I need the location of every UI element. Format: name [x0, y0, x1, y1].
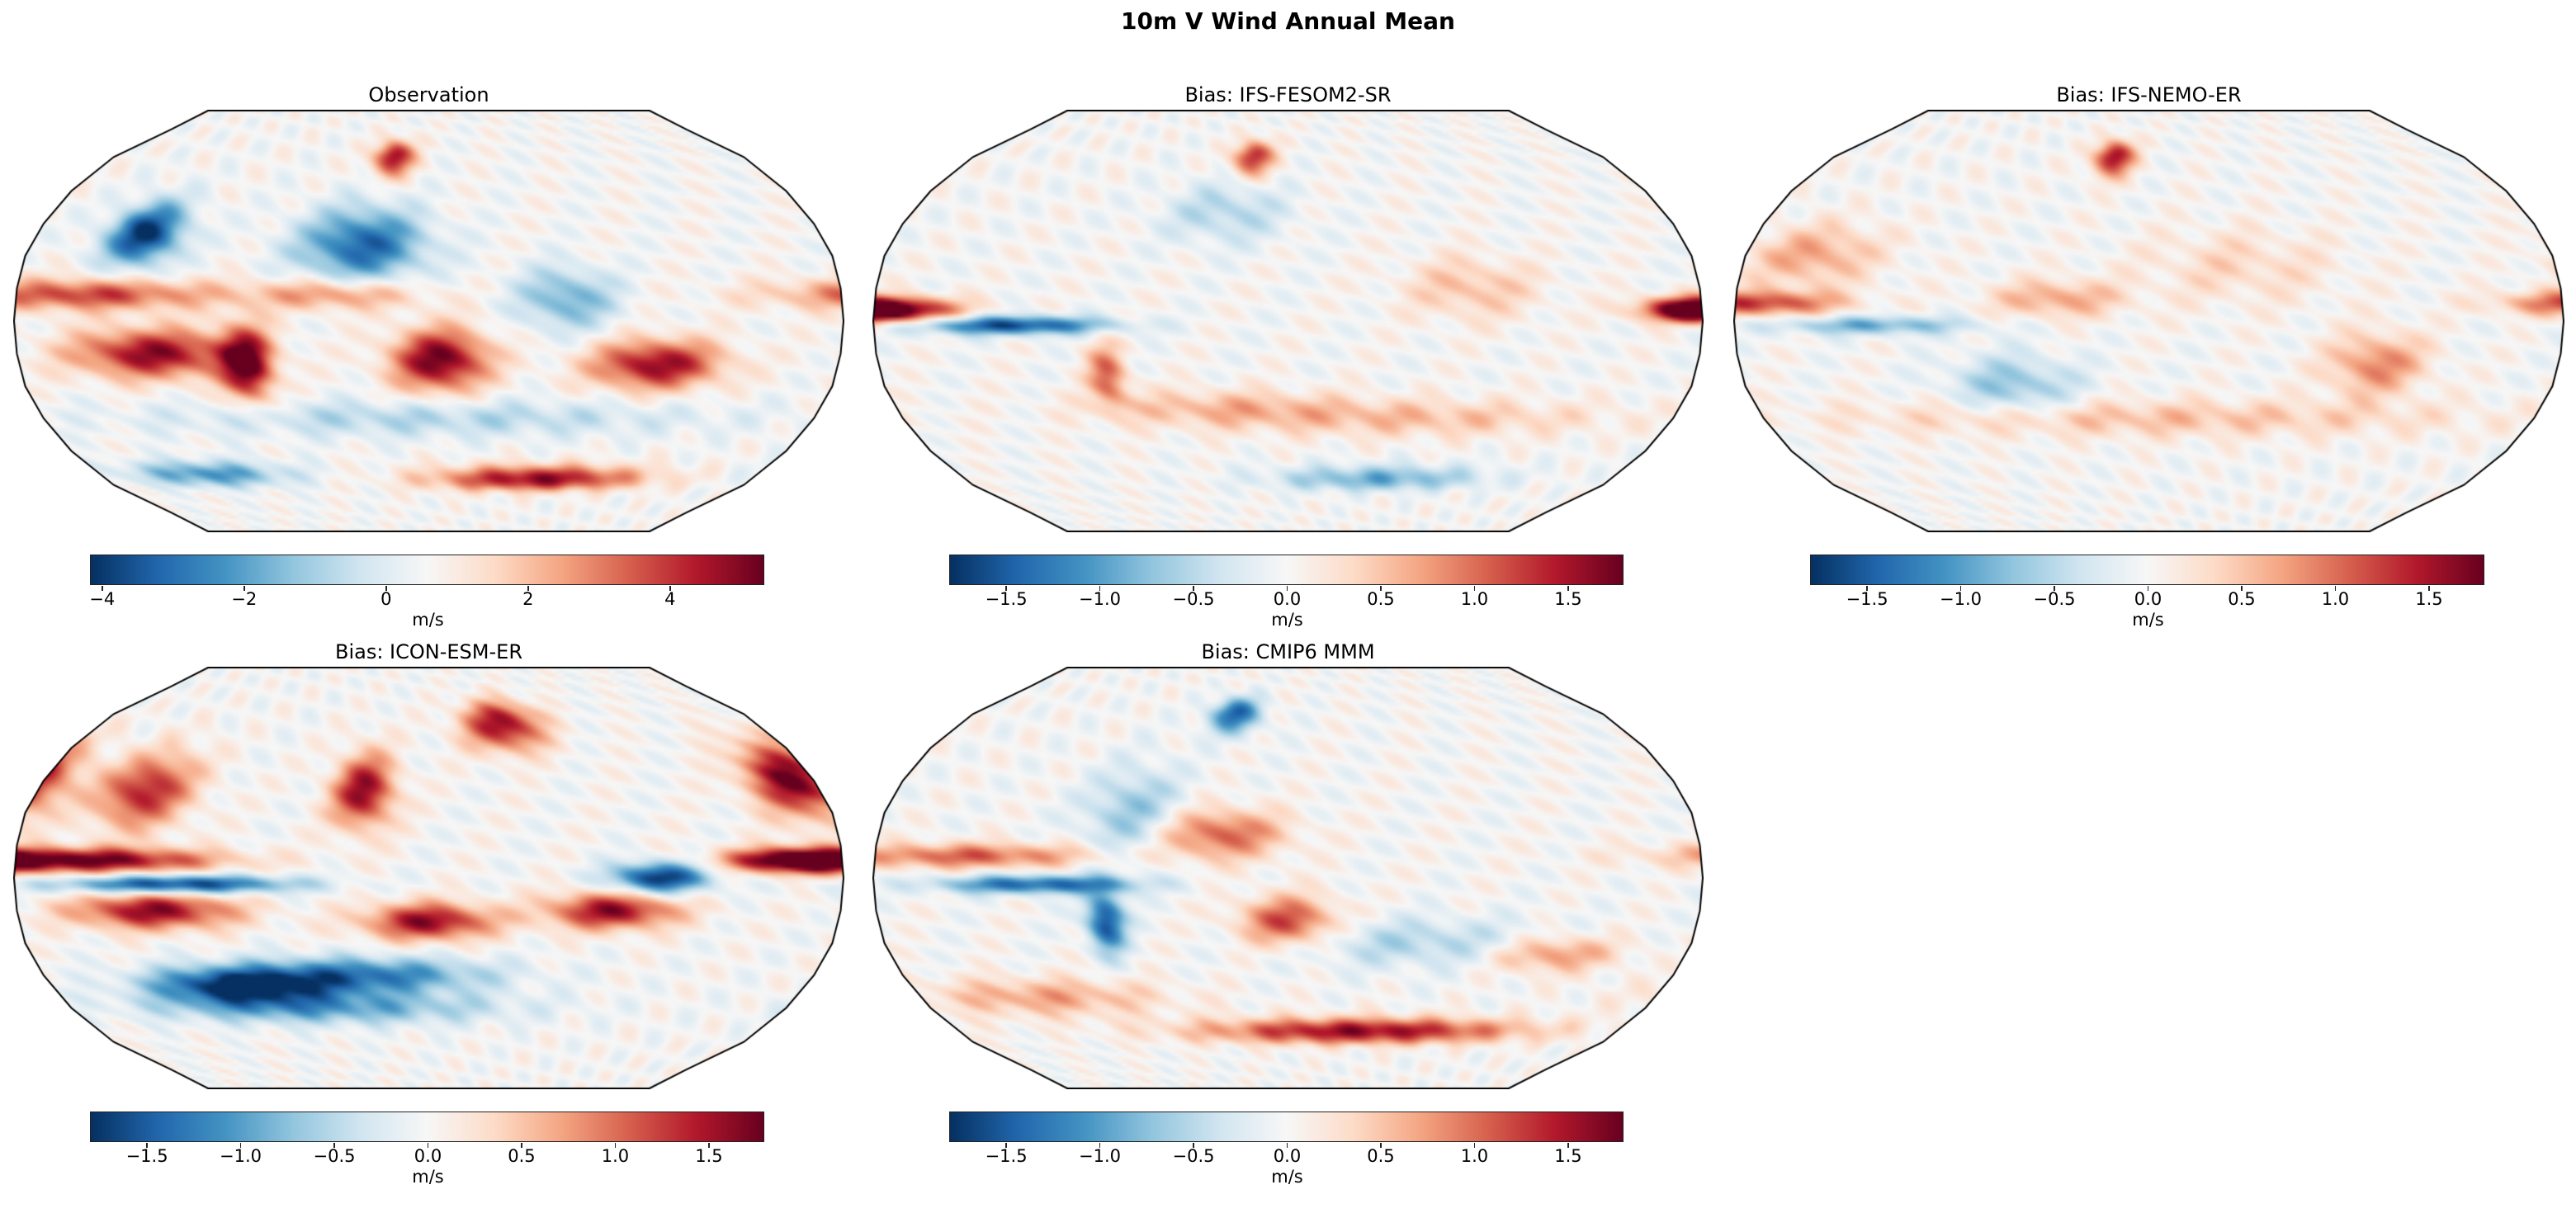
colorbar-tick-label: −1.0 — [1940, 589, 1983, 609]
colorbar-tick — [2241, 586, 2243, 591]
colorbar-tick — [1005, 586, 1007, 591]
panel-title: Bias: IFS-FESOM2-SR — [1184, 83, 1392, 106]
colorbar-tick — [2428, 586, 2430, 591]
colorbar-tick-label: −1.0 — [1079, 1146, 1122, 1166]
colorbar-tick — [1866, 586, 1868, 591]
colorbar-tick-label: −1.0 — [1079, 589, 1122, 609]
colorbar-tick — [239, 1143, 242, 1148]
colorbar-tick-label: 0.0 — [2134, 589, 2162, 609]
colorbar-tick — [2054, 586, 2055, 591]
colorbar-tick — [1286, 1143, 1288, 1148]
colorbar-tick — [521, 1143, 522, 1148]
colorbar-tick-label: −0.5 — [1172, 589, 1215, 609]
colorbar-tick — [1380, 586, 1382, 591]
colorbar: −1.5 −1.0 −0.5 0.0 0.5 1.0 1.5 m/s — [949, 555, 1624, 629]
colorbar-tick — [527, 586, 529, 591]
panel-title: Bias: ICON-ESM-ER — [334, 640, 522, 663]
colorbar-tick-label: 1.5 — [1554, 589, 1582, 609]
colorbar: −1.5 −1.0 −0.5 0.0 0.5 1.0 1.5 m/s — [90, 1112, 764, 1186]
colorbar-tick — [669, 586, 671, 591]
colorbar-tick — [146, 1143, 148, 1148]
colorbar: −4 −2 0 2 4 m/s — [89, 555, 764, 629]
colorbar-tick-label: 1.0 — [1460, 1146, 1489, 1166]
colorbar-tick-label: 1.5 — [695, 1146, 723, 1166]
colorbar-tick-label: 0.0 — [1273, 1146, 1302, 1166]
colorbar-tick-label: 0.0 — [414, 1146, 442, 1166]
colorbar-tick-label: −1.5 — [125, 1146, 168, 1166]
colorbar-tick — [1959, 586, 1962, 591]
colorbar-tick — [1473, 586, 1476, 591]
colorbar-tick-label: 1.5 — [1554, 1146, 1582, 1166]
colorbar-tick — [614, 1143, 617, 1148]
colorbar-tick-label: 1.0 — [2321, 589, 2350, 609]
colorbar-tick-label: −1.5 — [985, 1146, 1028, 1166]
colorbar-tick-label: −0.5 — [2033, 589, 2076, 609]
map-heatmap — [13, 110, 844, 532]
colorbar-tick — [243, 586, 245, 591]
colorbar-label: m/s — [2132, 610, 2164, 630]
colorbar-tick-label: −1.5 — [985, 589, 1028, 609]
colorbar-tick — [1193, 1143, 1194, 1148]
map-heatmap — [872, 667, 1704, 1089]
colorbar-label: m/s — [1271, 1167, 1303, 1187]
colorbar-tick — [1567, 586, 1569, 591]
colorbar-tick-label: 2 — [522, 589, 534, 609]
colorbar-tick — [1099, 1143, 1101, 1148]
figure-title: 10m V Wind Annual Mean — [1121, 7, 1455, 35]
colorbar-tick-label: 0.5 — [2228, 589, 2256, 609]
colorbar: −1.5 −1.0 −0.5 0.0 0.5 1.0 1.5 m/s — [1810, 555, 2484, 629]
colorbar-tick-label: 1.5 — [2415, 589, 2443, 609]
colorbar-tick-label: −0.5 — [1172, 1146, 1215, 1166]
panel-title: Observation — [368, 83, 489, 106]
colorbar-tick-label: 0.5 — [1367, 1146, 1395, 1166]
colorbar-tick-label: −1.5 — [1846, 589, 1888, 609]
colorbar-label: m/s — [1271, 610, 1303, 630]
colorbar-tick-label: 1.0 — [1460, 589, 1489, 609]
colorbar-tick — [1005, 1143, 1007, 1148]
colorbar-tick — [2147, 586, 2149, 591]
colorbar-tick — [708, 1143, 710, 1148]
colorbar-label: m/s — [412, 1167, 444, 1187]
colorbar-tick — [1099, 586, 1101, 591]
colorbar-tick — [1380, 1143, 1382, 1148]
map-heatmap — [1733, 110, 2564, 532]
colorbar-tick-label: 4 — [664, 589, 676, 609]
colorbar-tick-label: 0.5 — [1367, 589, 1395, 609]
colorbar-tick — [333, 1143, 335, 1148]
colorbar-tick — [102, 586, 103, 591]
colorbar-tick — [1286, 586, 1288, 591]
panel-title: Bias: IFS-NEMO-ER — [2056, 83, 2242, 106]
colorbar-tick-label: −0.5 — [313, 1146, 356, 1166]
colorbar-tick-label: 0.0 — [1273, 589, 1302, 609]
colorbar-tick — [2334, 586, 2337, 591]
colorbar-tick-label: −1.0 — [220, 1146, 262, 1166]
colorbar: −1.5 −1.0 −0.5 0.0 0.5 1.0 1.5 m/s — [949, 1112, 1624, 1186]
colorbar-tick-label: 0.5 — [508, 1146, 536, 1166]
panel-title: Bias: CMIP6 MMM — [1201, 640, 1375, 663]
colorbar-label: m/s — [412, 610, 444, 630]
colorbar-tick-label: 1.0 — [601, 1146, 630, 1166]
map-heatmap — [13, 667, 844, 1089]
colorbar-tick-label: −4 — [89, 589, 116, 609]
colorbar-tick — [1473, 1143, 1476, 1148]
colorbar-tick — [427, 1143, 429, 1148]
colorbar-tick — [1193, 586, 1194, 591]
colorbar-tick-label: 0 — [380, 589, 392, 609]
colorbar-tick-label: −2 — [231, 589, 258, 609]
map-heatmap — [872, 110, 1704, 532]
colorbar-tick — [1567, 1143, 1569, 1148]
colorbar-tick — [385, 586, 387, 591]
